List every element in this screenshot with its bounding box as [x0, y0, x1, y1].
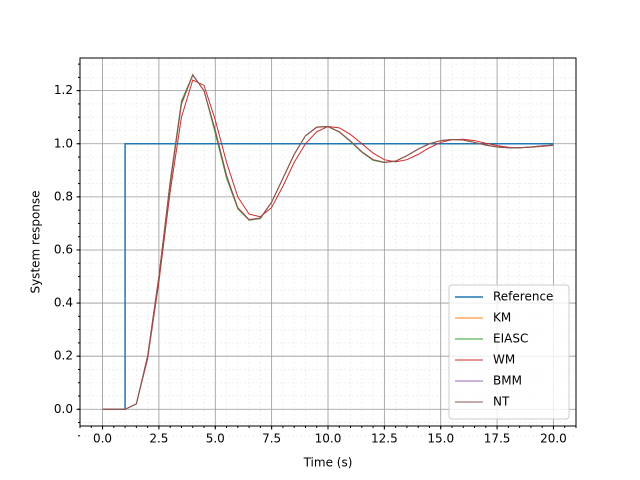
legend: Reference KM EIASC WM BMM NT	[448, 284, 570, 420]
x-tick-label: 10.0	[315, 432, 342, 446]
x-tick-label: 0.0	[93, 432, 112, 446]
y-tick-label: 0.2	[54, 349, 73, 363]
y-tick-label: 0.4	[54, 296, 73, 310]
x-tick-label: 7.5	[262, 432, 281, 446]
series-line	[102, 73, 554, 410]
x-tick-label: 12.5	[371, 432, 398, 446]
x-tick-label: 5.0	[206, 432, 225, 446]
legend-label: BMM	[493, 374, 522, 388]
legend-label: EIASC	[493, 332, 528, 346]
y-tick-label: 1.0	[54, 136, 73, 150]
x-tick-label: 2.5	[149, 432, 168, 446]
ticks: 0.0 2.5 5.0 7.5 10.0 12.5 15.0 17.5 20.0 0.0 0.2 0.…	[54, 63, 577, 446]
legend-label: NT	[493, 395, 510, 409]
y-tick-label: 1.2	[54, 83, 73, 97]
x-tick-label: 15.0	[427, 432, 454, 446]
y-tick-label: 0.0	[54, 402, 73, 416]
x-tick-label: 20.0	[540, 432, 567, 446]
plot-area	[102, 73, 554, 411]
y-axis-label: System response	[29, 190, 43, 293]
x-tick-label: 17.5	[484, 432, 511, 446]
y-tick-label: 0.6	[54, 242, 73, 256]
legend-label: KM	[493, 311, 511, 325]
legend-label: Reference	[493, 290, 553, 304]
legend-label: WM	[493, 353, 515, 367]
x-axis-label: Time (s)	[303, 456, 353, 470]
y-tick-label: 0.8	[54, 189, 73, 203]
